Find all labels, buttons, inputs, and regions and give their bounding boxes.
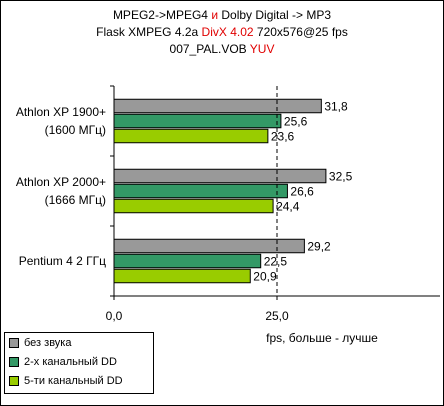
- bar: [113, 198, 274, 214]
- legend-label: 2-х канальный DD: [24, 356, 117, 368]
- data-label: 32,5: [329, 169, 353, 183]
- x-tick-label: 25,0: [265, 309, 289, 323]
- legend: без звука 2-х канальный DD 5-ти канальны…: [4, 332, 154, 394]
- data-label: 29,2: [307, 239, 331, 253]
- data-label: 25,6: [284, 114, 308, 128]
- title-text: 720x576@25 fps: [253, 25, 348, 39]
- bar: [113, 128, 269, 144]
- bar: [113, 183, 288, 199]
- data-label: 24,4: [276, 199, 300, 213]
- legend-swatch-series-2: [9, 357, 19, 367]
- legend-swatch-series-1: [9, 338, 19, 348]
- x-tick-label: 0,0: [106, 309, 123, 323]
- legend-item: без звука: [9, 335, 71, 351]
- title-text: Dolby Digital -> MP3: [218, 8, 332, 22]
- bar: [113, 253, 262, 269]
- title-highlight: и: [211, 8, 219, 22]
- chart-title-line-2: Flask XMPEG 4.2a DivX 4.02 720x576@25 fp…: [0, 25, 444, 39]
- category-label: Athlon XP 2000+: [16, 175, 106, 189]
- title-text: Flask XMPEG 4.2a: [96, 25, 202, 39]
- legend-label: без звука: [24, 337, 72, 349]
- bar: [113, 268, 251, 284]
- legend-swatch-series-3: [9, 376, 19, 386]
- chart-title-line-1: MPEG2->MPEG4 и Dolby Digital -> MP3: [0, 8, 444, 22]
- data-label: 23,6: [271, 129, 295, 143]
- data-label: 22,5: [264, 254, 288, 268]
- data-label: 26,6: [290, 184, 314, 198]
- bar: [113, 113, 282, 129]
- chart-title-line-3: 007_PAL.VOB YUV: [0, 42, 444, 56]
- x-axis-label: fps, больше - лучше: [266, 331, 378, 345]
- category-label: (1600 МГц): [45, 123, 106, 137]
- data-label: 31,8: [324, 99, 348, 113]
- bar: [113, 168, 327, 184]
- title-highlight: DivX 4.02: [201, 25, 254, 39]
- data-label: 20,9: [253, 269, 277, 283]
- category-label: (1666 МГц): [45, 193, 106, 207]
- category-label: Athlon XP 1900+: [16, 105, 106, 119]
- title-highlight: YUV: [249, 42, 275, 56]
- bar: [113, 238, 305, 254]
- bar: [113, 98, 322, 114]
- legend-label: 5-ти канальный DD: [24, 375, 123, 387]
- legend-item: 2-х канальный DD: [9, 354, 117, 370]
- category-label: Pentium 4 2 ГГц: [19, 254, 106, 268]
- title-text: MPEG2->MPEG4: [112, 8, 212, 22]
- title-text: 007_PAL.VOB: [169, 42, 250, 56]
- legend-item: 5-ти канальный DD: [9, 373, 123, 389]
